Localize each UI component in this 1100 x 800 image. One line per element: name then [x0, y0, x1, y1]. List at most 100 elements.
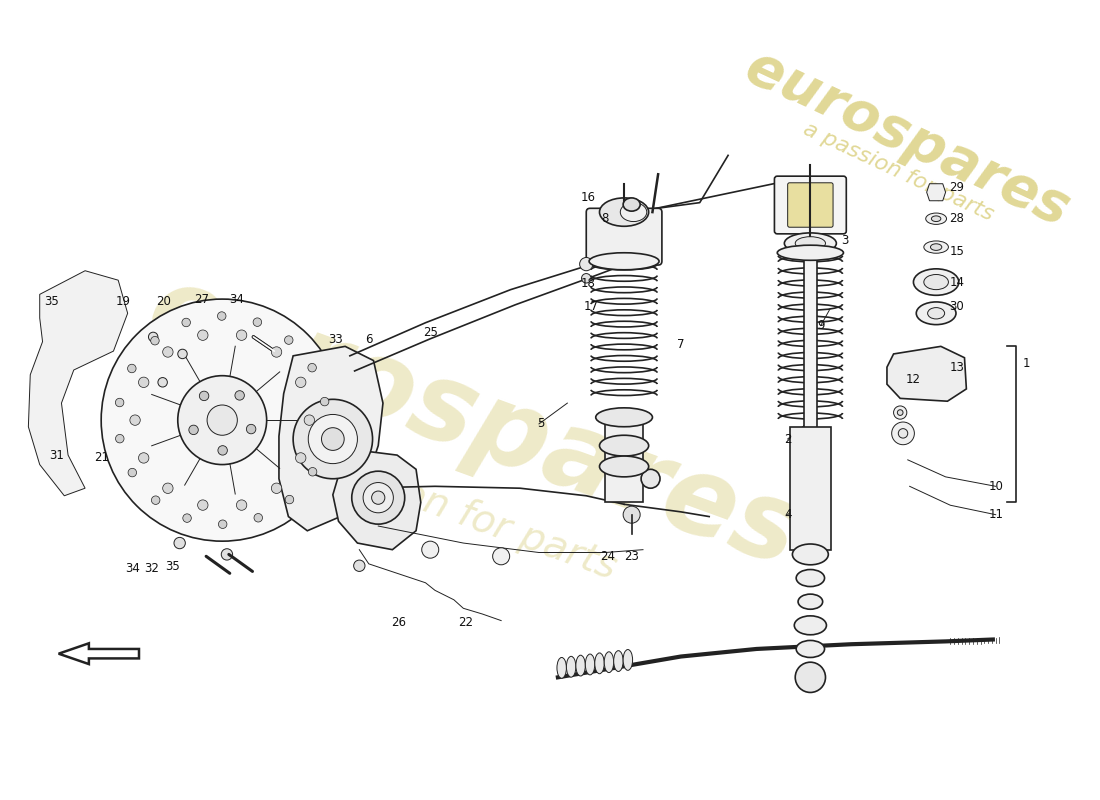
Circle shape [254, 514, 263, 522]
FancyBboxPatch shape [586, 208, 662, 265]
Ellipse shape [623, 650, 632, 670]
Text: 34: 34 [229, 293, 244, 306]
Ellipse shape [595, 653, 604, 674]
Polygon shape [333, 450, 421, 550]
Circle shape [178, 376, 266, 465]
Text: 11: 11 [988, 508, 1003, 521]
Ellipse shape [913, 269, 959, 295]
Text: 13: 13 [949, 361, 965, 374]
Text: 7: 7 [678, 338, 684, 351]
Ellipse shape [778, 245, 844, 260]
FancyBboxPatch shape [774, 176, 846, 234]
Text: 3: 3 [840, 234, 848, 247]
Circle shape [151, 337, 160, 345]
Polygon shape [279, 346, 383, 530]
Text: 20: 20 [156, 295, 170, 309]
Circle shape [235, 390, 244, 400]
Text: 21: 21 [94, 451, 109, 465]
Circle shape [641, 470, 660, 488]
Text: 27: 27 [194, 293, 209, 306]
Ellipse shape [796, 570, 825, 586]
Circle shape [130, 415, 141, 426]
Circle shape [305, 415, 315, 426]
Circle shape [246, 424, 256, 434]
Ellipse shape [795, 237, 825, 250]
Ellipse shape [794, 616, 826, 634]
Ellipse shape [784, 233, 836, 254]
Circle shape [116, 398, 124, 406]
Text: 35: 35 [45, 295, 59, 309]
Ellipse shape [604, 652, 614, 673]
Text: 1: 1 [1022, 357, 1030, 370]
Ellipse shape [620, 202, 647, 222]
Circle shape [363, 482, 394, 513]
Circle shape [236, 500, 246, 510]
Ellipse shape [600, 456, 649, 477]
Circle shape [148, 332, 158, 342]
Circle shape [221, 549, 232, 560]
Circle shape [178, 350, 187, 358]
Circle shape [421, 541, 439, 558]
Circle shape [296, 453, 306, 463]
Text: 18: 18 [581, 278, 595, 290]
Ellipse shape [596, 408, 652, 426]
Circle shape [352, 471, 405, 524]
Circle shape [207, 405, 238, 435]
Circle shape [139, 453, 148, 463]
Circle shape [893, 406, 906, 419]
Circle shape [493, 548, 509, 565]
Text: 8: 8 [602, 212, 609, 226]
Text: 17: 17 [583, 300, 598, 313]
Text: 26: 26 [392, 616, 407, 629]
Ellipse shape [796, 641, 825, 658]
Circle shape [285, 495, 294, 504]
Circle shape [183, 514, 191, 522]
Text: 28: 28 [949, 212, 965, 226]
Circle shape [128, 364, 136, 373]
Circle shape [236, 330, 246, 340]
Circle shape [320, 398, 329, 406]
Circle shape [253, 318, 262, 326]
Ellipse shape [924, 274, 948, 290]
Ellipse shape [600, 435, 649, 456]
Ellipse shape [792, 544, 828, 565]
Ellipse shape [799, 594, 823, 610]
Ellipse shape [576, 655, 585, 676]
Text: 14: 14 [949, 275, 965, 289]
Text: 33: 33 [328, 334, 343, 346]
FancyBboxPatch shape [790, 426, 832, 550]
Circle shape [139, 377, 148, 387]
Text: 10: 10 [988, 480, 1003, 493]
Circle shape [174, 538, 185, 549]
Text: 29: 29 [949, 181, 965, 194]
Text: 31: 31 [50, 449, 64, 462]
Circle shape [285, 336, 293, 344]
Circle shape [182, 318, 190, 326]
Text: 16: 16 [581, 191, 596, 205]
Ellipse shape [931, 244, 942, 250]
Ellipse shape [585, 654, 595, 675]
Circle shape [163, 346, 173, 357]
FancyBboxPatch shape [804, 250, 817, 436]
Text: a passion for parts: a passion for parts [800, 118, 997, 225]
Polygon shape [29, 270, 128, 496]
Text: a passion for parts: a passion for parts [267, 427, 622, 587]
Text: 25: 25 [422, 326, 438, 338]
Ellipse shape [932, 216, 940, 222]
Circle shape [308, 363, 317, 372]
Text: 34: 34 [125, 562, 140, 575]
Ellipse shape [927, 308, 945, 319]
Polygon shape [58, 643, 139, 664]
Circle shape [795, 662, 825, 693]
Text: 12: 12 [906, 373, 921, 386]
Circle shape [116, 434, 124, 443]
Circle shape [293, 399, 373, 478]
Text: 24: 24 [601, 550, 616, 562]
Text: 19: 19 [116, 295, 131, 309]
Text: 30: 30 [949, 300, 965, 313]
Text: 4: 4 [784, 508, 791, 521]
Text: 6: 6 [365, 334, 373, 346]
Circle shape [218, 446, 228, 455]
Ellipse shape [926, 213, 946, 224]
Circle shape [296, 377, 306, 387]
